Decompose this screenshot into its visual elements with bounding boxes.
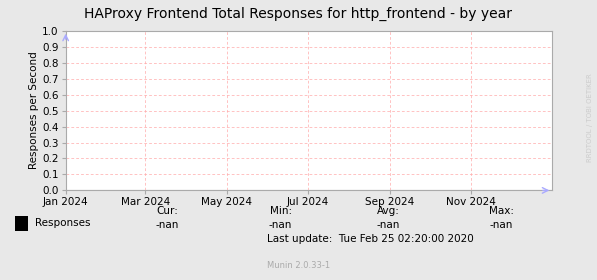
Text: -nan: -nan [155,220,179,230]
Text: Max:: Max: [489,206,514,216]
Text: HAProxy Frontend Total Responses for http_frontend - by year: HAProxy Frontend Total Responses for htt… [85,7,512,21]
Text: -nan: -nan [490,220,513,230]
Text: Avg:: Avg: [377,206,399,216]
Text: -nan: -nan [376,220,400,230]
Text: Cur:: Cur: [156,206,178,216]
Y-axis label: Responses per Second: Responses per Second [29,52,39,169]
Text: Min:: Min: [269,206,292,216]
Text: RRDTOOL / TOBI OETIKER: RRDTOOL / TOBI OETIKER [587,73,593,162]
Text: -nan: -nan [269,220,293,230]
Text: Last update:  Tue Feb 25 02:20:00 2020: Last update: Tue Feb 25 02:20:00 2020 [267,234,473,244]
Text: Munin 2.0.33-1: Munin 2.0.33-1 [267,262,330,270]
Text: Responses: Responses [35,218,91,228]
